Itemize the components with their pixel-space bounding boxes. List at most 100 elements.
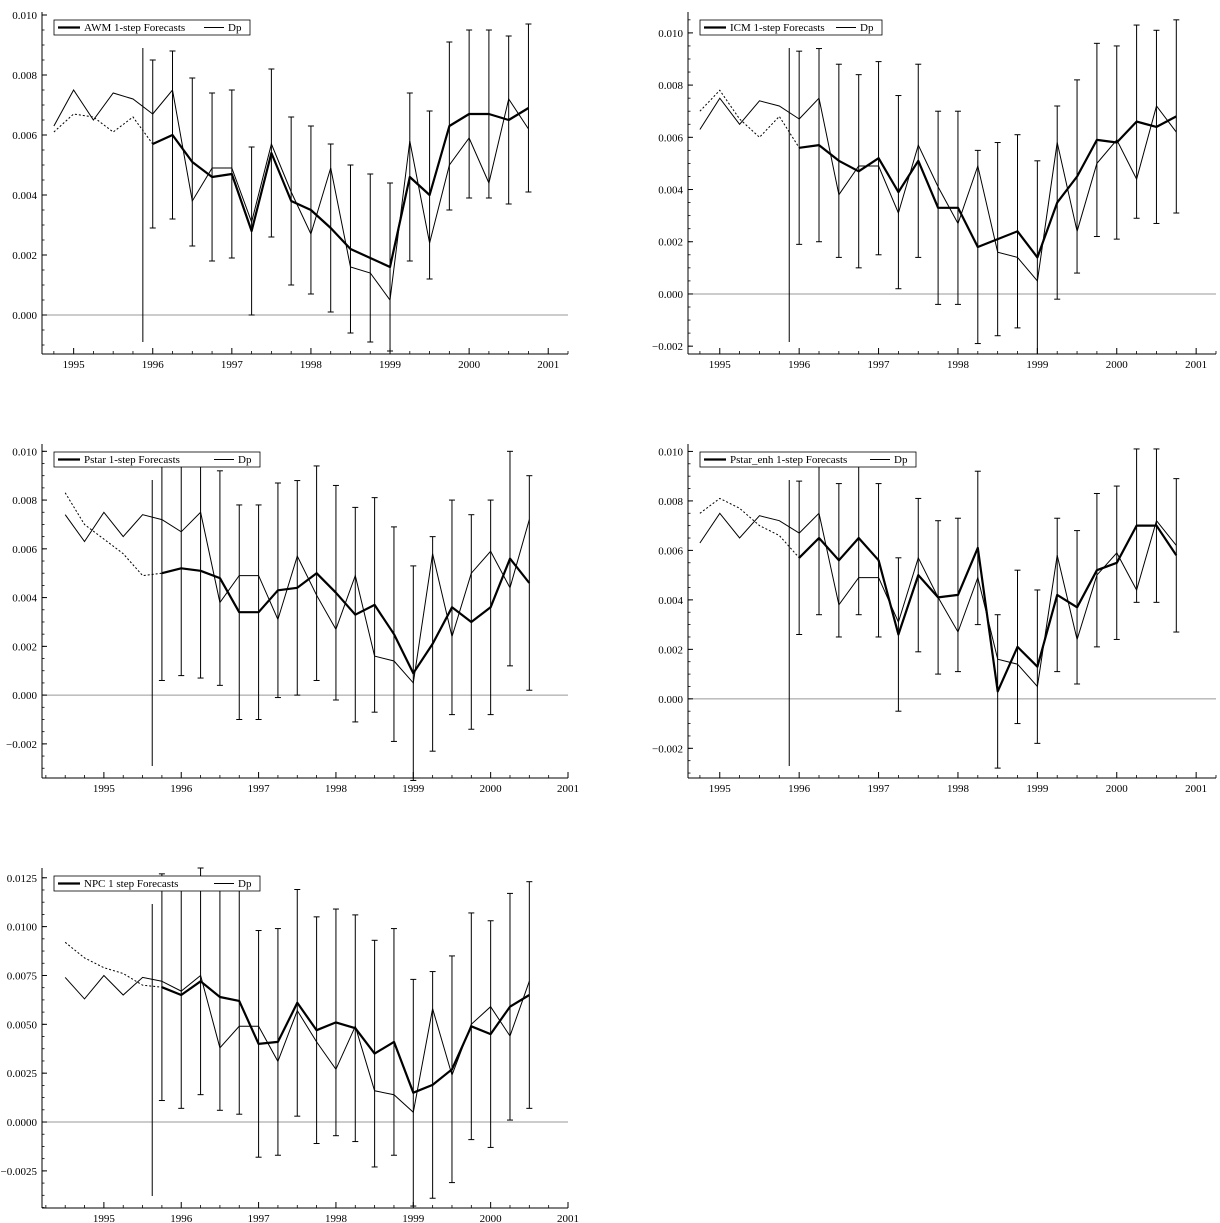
x-tick-label: 1999 — [1026, 783, 1049, 795]
legend: AWM 1-step Forecasts Dp — [53, 19, 251, 36]
legend-box — [53, 451, 261, 468]
legend-label-dp: Dp — [860, 22, 874, 34]
forecast-series-line — [799, 115, 1177, 259]
y-tick-label: 0.008 — [12, 495, 37, 507]
x-tick-label: 1995 — [93, 783, 116, 795]
legend-label-dp: Dp — [238, 878, 252, 890]
x-tick-label: 2001 — [537, 359, 559, 371]
x-tick-label: 1998 — [947, 359, 970, 371]
y-tick-label: 0.006 — [658, 545, 683, 557]
x-tick-label: 2001 — [557, 783, 579, 795]
x-tick-label: 1996 — [788, 783, 811, 795]
x-tick-label: 1997 — [248, 1213, 271, 1223]
legend-label-forecast: NPC 1 step Forecasts — [84, 878, 178, 890]
y-tick-label: 0.008 — [658, 496, 683, 508]
y-tick-label: 0.008 — [12, 70, 37, 82]
legend-label-dp: Dp — [238, 454, 252, 466]
x-tick-label: 1998 — [947, 783, 970, 795]
dp-series-line — [161, 511, 530, 685]
y-tick-label: 0.010 — [12, 10, 37, 22]
legend-box — [53, 19, 251, 36]
chart-panel-1: 0.000 0.002 0.004 0.006 0.008 0.010 1995 1996 19… — [12, 10, 569, 371]
y-tick-label: 0.006 — [12, 130, 37, 142]
chart-panel-2: −0.002 0.000 0.002 0.004 0.006 0.008 0.010 1995… — [652, 12, 1217, 371]
pre-sample-fitted-line — [53, 113, 154, 145]
x-tick-label: 2000 — [480, 1213, 503, 1223]
pre-sample-dp-line — [64, 511, 163, 543]
x-tick-label: 1996 — [788, 359, 811, 371]
y-tick-label: 0.0100 — [7, 922, 38, 934]
y-tick-label: 0.000 — [12, 310, 37, 322]
error-bar — [796, 480, 803, 636]
legend: Pstar 1-step Forecasts Dp — [53, 451, 261, 468]
error-bar — [158, 873, 165, 1102]
y-tick-label: 0.0000 — [7, 1117, 38, 1129]
y-tick-label: 0.006 — [12, 544, 37, 556]
y-tick-label: 0.010 — [658, 28, 683, 40]
y-tick-label: 0.010 — [12, 446, 37, 458]
chart-panel-3: −0.002 0.000 0.002 0.004 0.006 0.008 0.010 1995… — [6, 444, 579, 795]
y-tick-label: 0.002 — [12, 250, 37, 262]
error-bar — [526, 881, 533, 1109]
legend-label-forecast: Pstar_enh 1-step Forecasts — [730, 454, 847, 466]
dp-series-line — [798, 97, 1177, 283]
legend-label-dp: Dp — [894, 454, 908, 466]
y-tick-label: 0.002 — [658, 237, 683, 249]
legend-label-forecast: Pstar 1-step Forecasts — [84, 454, 180, 466]
pre-sample-dp-line — [64, 974, 162, 1000]
legend-box — [699, 451, 917, 468]
legend: NPC 1 step Forecasts Dp — [53, 875, 261, 892]
x-tick-label: 1998 — [325, 1213, 348, 1223]
x-tick-label: 1997 — [868, 783, 891, 795]
y-tick-label: 0.004 — [12, 190, 37, 202]
y-tick-label: 0.010 — [658, 446, 683, 458]
x-tick-label: 1999 — [402, 783, 425, 795]
y-tick-label: 0.004 — [12, 593, 37, 605]
y-tick-label: 0.008 — [658, 80, 683, 92]
pre-sample-fitted-line — [64, 492, 162, 577]
forecast-series-line — [798, 524, 1178, 693]
y-tick-label: 0.000 — [658, 694, 683, 706]
forecast-series-line — [152, 107, 530, 269]
y-tick-label: 0.002 — [658, 644, 683, 656]
y-tick-label: −0.002 — [6, 739, 37, 751]
y-tick-label: 0.004 — [658, 185, 683, 197]
x-tick-label: 1998 — [325, 783, 348, 795]
y-tick-label: −0.0025 — [1, 1166, 38, 1178]
x-tick-label: 1997 — [868, 359, 891, 371]
legend-label-dp: Dp — [228, 22, 242, 34]
legend-box — [53, 875, 261, 892]
x-tick-label: 1999 — [1026, 359, 1049, 371]
y-tick-label: −0.002 — [652, 341, 683, 353]
x-tick-label: 1999 — [379, 359, 402, 371]
legend: Pstar_enh 1-step Forecasts Dp — [699, 451, 917, 468]
x-tick-label: 1996 — [170, 783, 193, 795]
chart-panel-5: −0.0025 0.0000 0.0025 0.0050 0.0075 0.0100 0.0… — [1, 867, 579, 1223]
pre-sample-fitted-line — [699, 497, 800, 559]
x-tick-label: 2000 — [480, 783, 503, 795]
x-tick-label: 2001 — [557, 1213, 579, 1223]
error-bar — [796, 50, 803, 245]
y-tick-label: 0.002 — [12, 641, 37, 653]
x-tick-label: 2001 — [1185, 359, 1207, 371]
x-tick-label: 1997 — [221, 359, 244, 371]
y-tick-label: 0.000 — [12, 690, 37, 702]
legend-label-forecast: ICM 1-step Forecasts — [730, 22, 825, 34]
x-tick-label: 1997 — [248, 783, 271, 795]
pre-sample-dp-line — [699, 97, 800, 130]
x-tick-label: 1995 — [709, 783, 732, 795]
y-tick-label: 0.004 — [658, 595, 683, 607]
x-tick-label: 2000 — [1106, 359, 1129, 371]
y-tick-label: 0.0050 — [7, 1019, 38, 1031]
chart-panel-4: −0.002 0.000 0.002 0.004 0.006 0.008 0.010 1995… — [652, 444, 1217, 795]
legend-label-forecast: AWM 1-step Forecasts — [84, 22, 185, 34]
y-tick-label: 0.000 — [658, 289, 683, 301]
x-tick-label: 2000 — [1106, 783, 1129, 795]
y-tick-label: 0.0025 — [7, 1068, 38, 1080]
x-tick-label: 1995 — [93, 1213, 116, 1223]
legend-box — [699, 19, 883, 36]
x-tick-label: 1995 — [709, 359, 732, 371]
x-tick-label: 2001 — [1185, 783, 1207, 795]
y-tick-label: 0.006 — [658, 132, 683, 144]
dp-series-line — [798, 512, 1177, 688]
